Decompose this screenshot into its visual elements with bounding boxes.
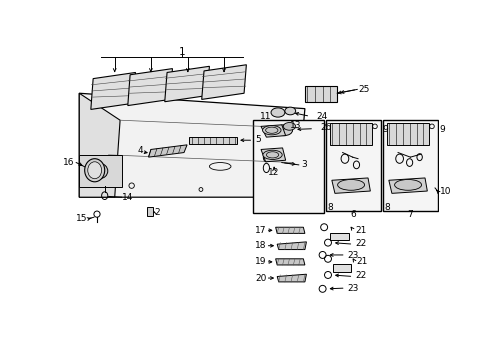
Bar: [305, 86, 337, 103]
Text: 2: 2: [154, 208, 160, 217]
Polygon shape: [277, 274, 306, 282]
Text: 8: 8: [326, 203, 332, 212]
Ellipse shape: [87, 162, 102, 179]
Text: 14: 14: [122, 193, 134, 202]
Polygon shape: [388, 178, 427, 193]
Text: 19: 19: [254, 257, 266, 266]
Text: 25: 25: [358, 85, 369, 94]
Text: 7: 7: [407, 210, 412, 219]
Ellipse shape: [285, 107, 295, 115]
Polygon shape: [331, 178, 369, 193]
Text: 6: 6: [350, 210, 356, 219]
Bar: [253, 120, 324, 213]
Text: 9: 9: [439, 125, 445, 134]
Bar: [386, 123, 428, 145]
Text: 10: 10: [439, 187, 450, 196]
Text: 12: 12: [268, 168, 279, 177]
Ellipse shape: [283, 122, 295, 130]
Text: 15: 15: [75, 214, 87, 223]
Text: 9: 9: [382, 125, 387, 134]
Ellipse shape: [394, 180, 421, 190]
Polygon shape: [164, 66, 209, 102]
Polygon shape: [277, 242, 306, 249]
Text: 16: 16: [63, 158, 75, 167]
Text: 5: 5: [254, 135, 260, 144]
Text: 20: 20: [255, 274, 266, 283]
Text: 23: 23: [346, 251, 358, 260]
Text: 23: 23: [346, 284, 358, 293]
Polygon shape: [275, 259, 305, 265]
Polygon shape: [202, 65, 246, 99]
Polygon shape: [275, 227, 305, 233]
Polygon shape: [148, 145, 187, 157]
Text: 26: 26: [320, 123, 331, 132]
Bar: [329, 233, 348, 240]
Bar: [332, 264, 350, 272]
Ellipse shape: [275, 125, 292, 136]
Text: 17: 17: [254, 226, 266, 235]
Bar: [189, 137, 237, 144]
Bar: [79, 155, 122, 187]
Bar: [325, 120, 380, 211]
Text: 24: 24: [316, 112, 327, 121]
Text: 11: 11: [259, 112, 270, 121]
Ellipse shape: [263, 150, 282, 159]
Text: 22: 22: [354, 271, 366, 280]
Ellipse shape: [84, 159, 104, 182]
Polygon shape: [79, 93, 305, 197]
Text: 21: 21: [354, 226, 366, 235]
Bar: [329, 123, 371, 145]
Bar: [147, 207, 153, 216]
Ellipse shape: [270, 108, 285, 117]
Text: 8: 8: [384, 203, 389, 212]
Ellipse shape: [337, 180, 364, 190]
Polygon shape: [127, 69, 172, 105]
Polygon shape: [91, 72, 135, 109]
Polygon shape: [261, 125, 285, 137]
Text: 18: 18: [254, 241, 266, 250]
Polygon shape: [261, 148, 285, 162]
Ellipse shape: [91, 163, 107, 179]
Ellipse shape: [262, 126, 281, 135]
Bar: [382, 120, 437, 211]
Text: 4: 4: [137, 147, 143, 156]
Text: 21: 21: [356, 257, 367, 266]
Text: 1: 1: [178, 48, 184, 58]
Text: 3: 3: [301, 160, 306, 169]
Text: 22: 22: [354, 239, 366, 248]
Polygon shape: [79, 93, 120, 197]
Text: 13: 13: [289, 121, 301, 130]
